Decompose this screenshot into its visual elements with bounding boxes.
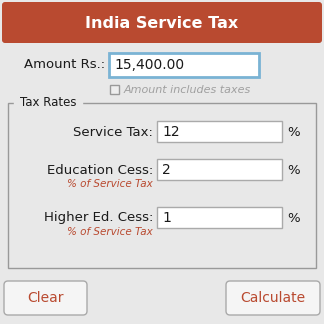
FancyBboxPatch shape (226, 281, 320, 315)
Text: % of Service Tax: % of Service Tax (67, 227, 153, 237)
Text: Education Cess:: Education Cess: (47, 164, 153, 177)
Text: India Service Tax: India Service Tax (86, 16, 238, 30)
FancyBboxPatch shape (8, 103, 316, 268)
Text: Amount includes taxes: Amount includes taxes (124, 85, 251, 95)
Text: Tax Rates: Tax Rates (20, 97, 76, 110)
Text: Service Tax:: Service Tax: (73, 125, 153, 138)
Text: 15,400.00: 15,400.00 (114, 58, 184, 72)
FancyBboxPatch shape (157, 159, 282, 180)
Text: 2: 2 (162, 163, 171, 177)
Text: %: % (287, 125, 300, 138)
FancyBboxPatch shape (157, 121, 282, 142)
FancyBboxPatch shape (157, 207, 282, 228)
Bar (110, 85, 119, 94)
FancyBboxPatch shape (4, 281, 87, 315)
FancyBboxPatch shape (2, 2, 322, 43)
Text: %: % (287, 212, 300, 225)
Text: Clear: Clear (27, 291, 63, 305)
Text: 1: 1 (162, 211, 171, 225)
Text: %: % (287, 164, 300, 177)
FancyBboxPatch shape (109, 53, 259, 77)
Text: Calculate: Calculate (240, 291, 306, 305)
Text: % of Service Tax: % of Service Tax (67, 179, 153, 189)
Text: Amount Rs.:: Amount Rs.: (24, 59, 105, 72)
Text: 12: 12 (162, 125, 179, 139)
Text: Higher Ed. Cess:: Higher Ed. Cess: (44, 212, 153, 225)
